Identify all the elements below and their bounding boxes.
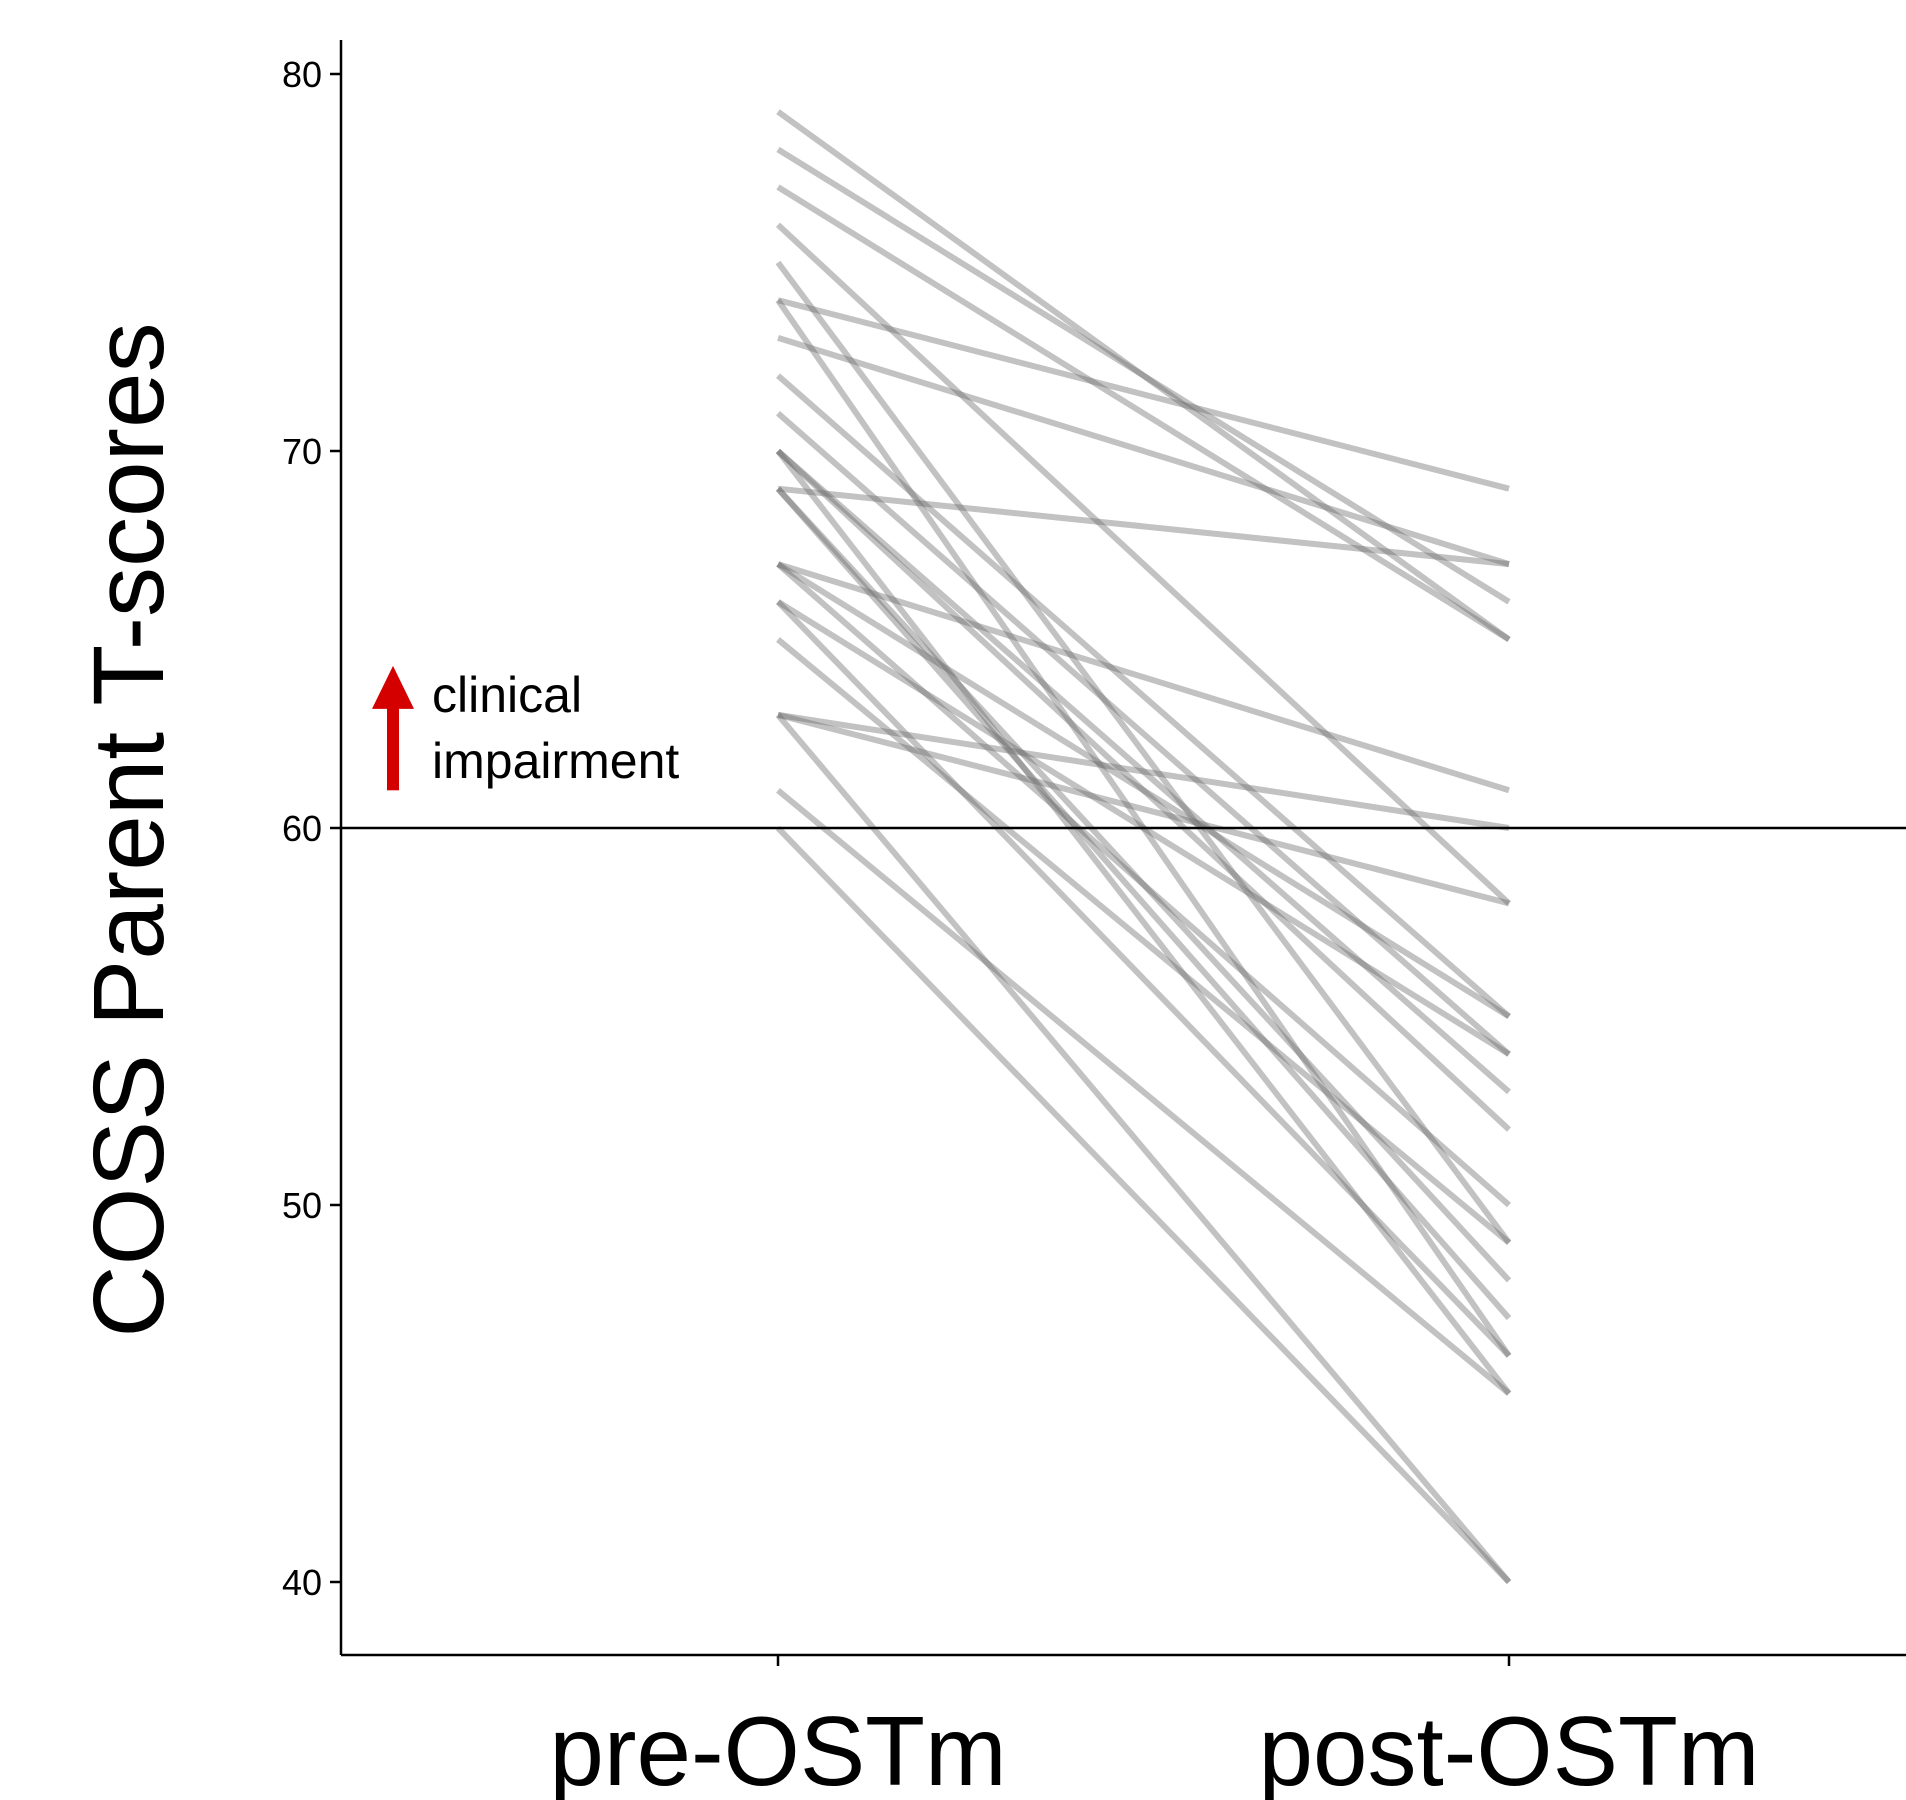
x-tick-label-2: post-OSTm xyxy=(1259,1696,1760,1800)
series-line-22 xyxy=(776,637,1511,1246)
series-line-3 xyxy=(776,184,1511,643)
series-line-12 xyxy=(775,449,1512,1396)
y-tick-label-80: 80 xyxy=(282,54,322,95)
y-tick-label-50: 50 xyxy=(282,1185,322,1226)
series-line-17 xyxy=(777,561,1510,794)
series-line-18 xyxy=(776,561,1511,1020)
series-line-27 xyxy=(775,825,1512,1585)
series-line-4 xyxy=(775,222,1512,906)
series-line-10 xyxy=(776,411,1511,1057)
series-line-23 xyxy=(777,711,1510,831)
series-lines xyxy=(775,109,1512,1585)
series-line-9 xyxy=(776,373,1511,1019)
series-line-24 xyxy=(775,712,1512,1584)
annotation-line1: clinical xyxy=(432,667,582,723)
series-line-1 xyxy=(776,109,1511,642)
series-line-25 xyxy=(777,711,1510,907)
arrow-head xyxy=(372,665,414,709)
y-tick-label-70: 70 xyxy=(282,431,322,472)
x-ticks: pre-OSTm post-OSTm xyxy=(549,1655,1759,1800)
series-line-19 xyxy=(776,561,1511,1208)
clinical-annotation: clinical impairment xyxy=(372,665,679,791)
series-line-8 xyxy=(777,335,1510,567)
y-ticks: 40 50 60 70 80 xyxy=(282,54,341,1603)
series-line-15 xyxy=(775,486,1512,1283)
series-line-2 xyxy=(776,146,1511,605)
up-arrow-icon xyxy=(372,665,414,791)
series-line-14 xyxy=(777,485,1510,568)
arrow-shaft xyxy=(387,707,399,791)
series-line-6 xyxy=(777,297,1510,492)
series-line-16 xyxy=(775,486,1512,1321)
series-line-21 xyxy=(775,599,1512,1358)
series-line-13 xyxy=(775,448,1512,1132)
series-line-5 xyxy=(775,260,1512,1245)
annotation-line2: impairment xyxy=(432,733,679,789)
series-line-11 xyxy=(776,448,1511,1095)
y-tick-label-60: 60 xyxy=(282,808,322,849)
y-tick-label-40: 40 xyxy=(282,1562,322,1603)
y-axis-label: COSS Parent T-scores xyxy=(73,322,185,1337)
x-tick-label-1: pre-OSTm xyxy=(549,1696,1006,1800)
series-line-26 xyxy=(776,787,1511,1396)
